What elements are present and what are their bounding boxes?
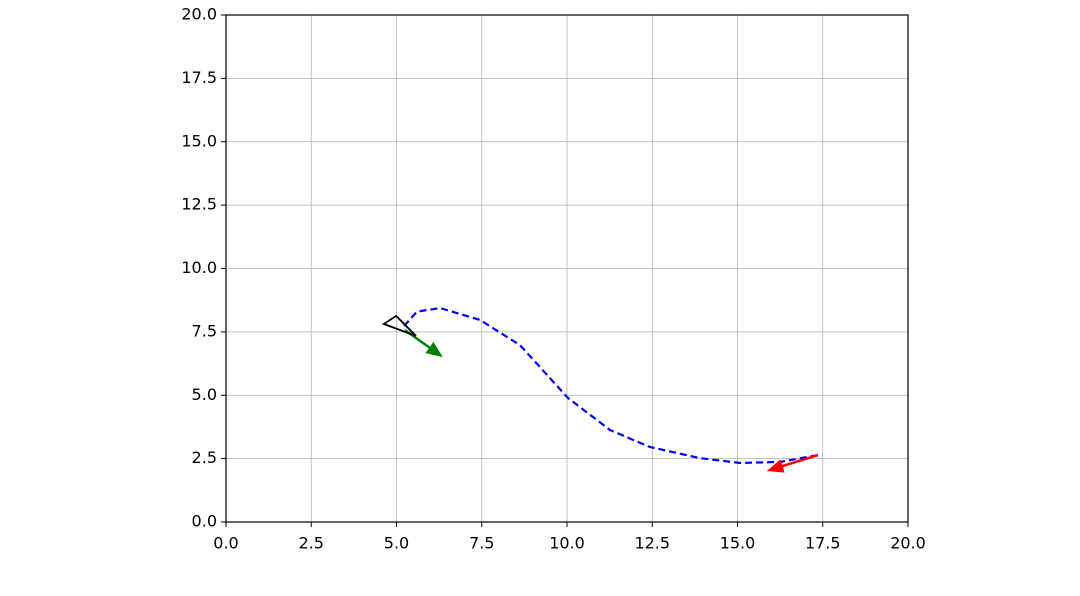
x-tick-label: 0.0 [213,534,238,553]
x-tick-label: 20.0 [890,534,926,553]
y-tick-label: 15.0 [181,131,217,150]
x-tick-label: 2.5 [299,534,324,553]
x-tick-label: 7.5 [469,534,494,553]
x-tick-label: 15.0 [720,534,756,553]
arrow [766,453,819,473]
x-tick-label: 10.0 [549,534,585,553]
ticks: 0.0 2.5 5.0 7.5 10.0 12.5 15.0 17.5 20.0 0.0 2.5 5.… [181,5,925,553]
x-tick-label: 17.5 [805,534,841,553]
y-tick-label: 10.0 [181,258,217,277]
marks [381,306,819,473]
y-tick-label: 20.0 [181,5,217,24]
vehicle [381,314,417,337]
y-tick-label: 2.5 [192,448,217,467]
x-tick-label: 12.5 [634,534,670,553]
trajectory [403,306,819,465]
y-tick-label: 7.5 [192,321,217,340]
x-tick-label: 5.0 [384,534,409,553]
y-tick-label: 12.5 [181,195,217,214]
y-tick-label: 17.5 [181,68,217,87]
y-tick-label: 0.0 [192,512,217,531]
y-tick-label: 5.0 [192,385,217,404]
